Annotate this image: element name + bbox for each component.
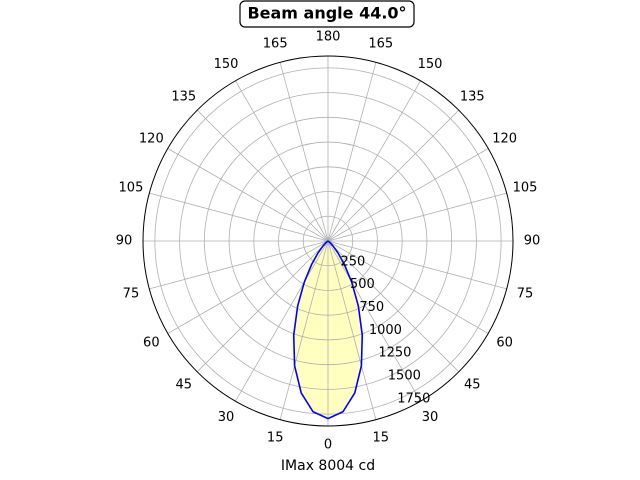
grid-spoke: [327, 240, 377, 420]
grid-spoke: [279, 240, 329, 420]
angle-tick-label: 15: [373, 431, 390, 446]
grid-spoke: [279, 62, 329, 242]
angle-tick-label: 165: [263, 36, 288, 51]
radial-tick-label: 500: [350, 277, 375, 292]
grid-spoke: [235, 80, 329, 242]
grid-spoke: [149, 192, 329, 242]
angle-tick-label: 30: [218, 410, 235, 425]
radial-tick-label: 1750: [397, 391, 430, 406]
angle-tick-label: 75: [123, 286, 140, 301]
angle-tick-label: 165: [368, 36, 393, 51]
angle-tick-label: 150: [418, 57, 443, 72]
angle-tick-label: 15: [267, 431, 284, 446]
angle-tick-label: 135: [460, 89, 485, 104]
beam-line: [292, 240, 364, 420]
angle-tick-label: 30: [422, 410, 439, 425]
angle-tick-label: 60: [496, 336, 513, 351]
grid-spoke: [235, 240, 329, 402]
grid-spoke: [149, 240, 329, 290]
grid-spoke: [167, 148, 329, 242]
grid-spoke: [196, 240, 329, 373]
radial-tick-label: 1250: [378, 346, 411, 361]
angle-tick-label: 135: [171, 89, 196, 104]
polar-frame: [142, 55, 514, 427]
radial-tick-label: 1500: [388, 369, 421, 384]
grid-spoke: [327, 192, 507, 242]
angle-tick-label: 180: [316, 30, 341, 45]
grid-spoke: [327, 80, 421, 242]
angle-tick-label: 90: [524, 234, 541, 249]
grid-spoke: [327, 240, 507, 290]
angle-tick-label: 120: [139, 132, 164, 147]
angle-tick-label: 150: [214, 57, 239, 72]
angle-tick-label: 105: [119, 181, 144, 196]
x-axis-label: IMax 8004 cd: [281, 458, 375, 474]
grid-spoke: [327, 62, 377, 242]
chart-title: Beam angle 44.0°: [247, 4, 406, 23]
grid-spoke: [327, 109, 460, 242]
radial-tick-label: 1000: [369, 323, 402, 338]
angle-tick-label: 45: [464, 378, 481, 393]
grid-spoke: [327, 240, 421, 402]
angle-tick-label: 0: [324, 438, 332, 453]
angle-tick-label: 75: [517, 286, 534, 301]
angle-tick-label: 105: [513, 181, 538, 196]
grid-spoke: [327, 240, 489, 334]
angle-tick-label: 45: [175, 378, 192, 393]
angle-tick-label: 120: [492, 132, 517, 147]
angle-tick-label: 90: [116, 234, 133, 249]
grid-spoke: [327, 240, 460, 373]
grid-spoke: [167, 240, 329, 334]
radial-tick-label: 250: [340, 254, 365, 269]
radial-tick-label: 750: [359, 300, 384, 315]
angle-tick-label: 60: [143, 336, 160, 351]
grid-spoke: [327, 148, 489, 242]
title-box: [239, 0, 415, 28]
grid-spoke: [196, 109, 329, 242]
